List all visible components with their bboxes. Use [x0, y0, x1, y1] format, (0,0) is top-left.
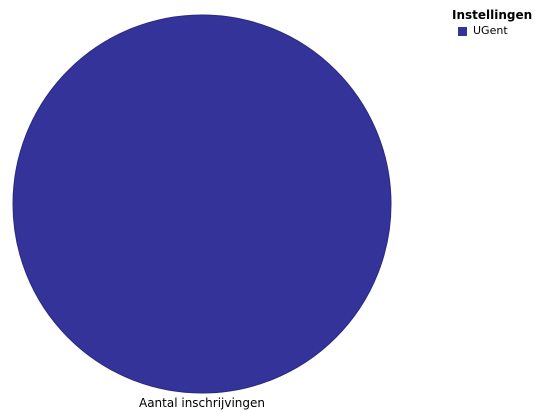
legend: Instellingen UGent [452, 8, 532, 37]
legend-title: Instellingen [452, 8, 533, 22]
legend-item-ugent: UGent [452, 25, 532, 37]
x-axis-label: Aantal inschrijvingen [138, 396, 266, 410]
pie-slice-ugent [12, 14, 392, 394]
legend-items: UGent [452, 25, 532, 37]
legend-swatch [458, 26, 467, 36]
legend-label: UGent [473, 24, 508, 37]
